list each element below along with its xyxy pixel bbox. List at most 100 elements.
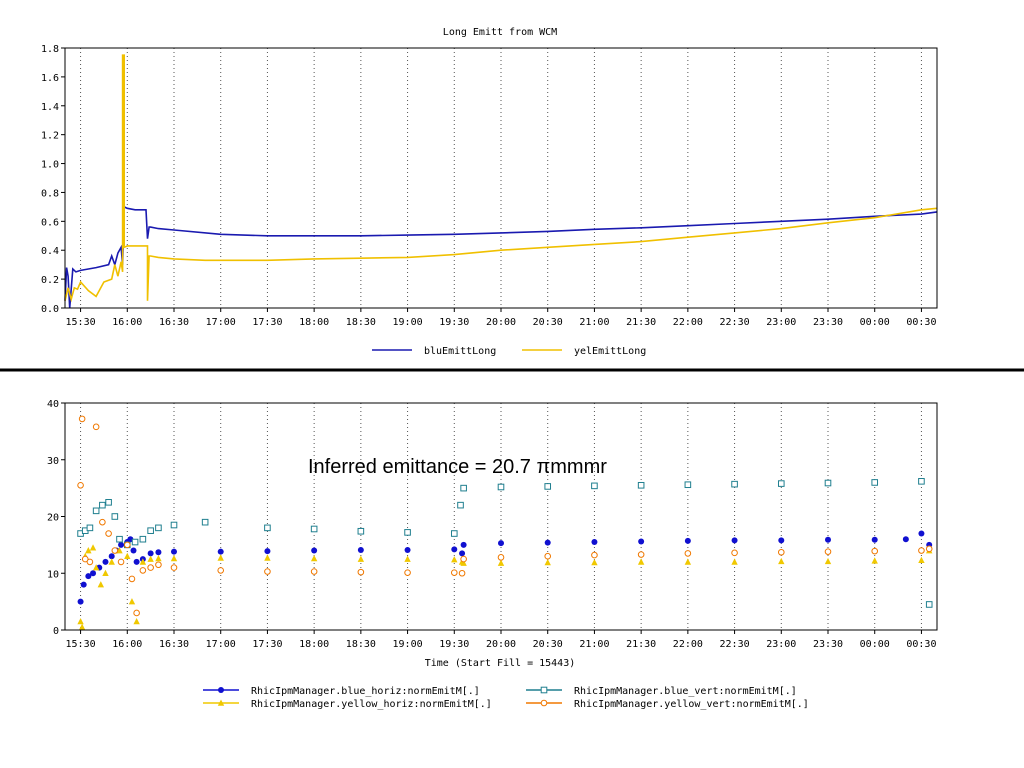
x-tick-label: 16:00 [112,639,142,650]
legend-marker-rhicipmmanager-yellow-horiz-normemitm [217,699,225,706]
legend-label-bluemittlong: bluEmittLong [424,346,496,357]
data-point-rhicipmmanager-yellow-vert-normemitm [105,530,112,537]
data-point-rhicipmmanager-yellow-vert-normemitm [918,547,925,554]
data-point-rhicipmmanager-yellow-horiz-normemitm [871,557,878,564]
y-tick-label: 0.0 [41,304,59,315]
x-tick-label: 19:00 [393,317,423,328]
data-point-rhicipmmanager-yellow-horiz-normemitm [85,547,92,554]
x-axis-label: Time (Start Fill = 15443) [425,658,576,669]
norm-emit-chart: 0 10 20 30 40 15:30 16:00 16:30 17:00 17:30 18:00… [47,399,938,710]
data-point-rhicipmmanager-yellow-vert-normemitm [99,518,106,526]
data-point-rhicipmmanager-yellow-horiz-normemitm [451,556,458,563]
data-point-rhicipmmanager-blue-vert-normemitm [139,535,147,543]
data-point-rhicipmmanager-yellow-vert-normemitm [86,558,94,566]
y-tick-label: 20 [47,513,59,524]
data-point-rhicipmmanager-yellow-vert-normemitm [357,568,365,576]
data-point-rhicipmmanager-blue-horiz-normemitm [311,547,318,554]
data-point-rhicipmmanager-blue-vert-normemitm [116,535,123,543]
data-point-rhicipmmanager-blue-vert-normemitm [111,513,119,520]
x-tick-label: 22:30 [720,317,750,328]
data-point-rhicipmmanager-yellow-horiz-normemitm [124,552,131,560]
data-point-rhicipmmanager-yellow-vert-normemitm [92,423,100,431]
x-axis: 15:30 16:00 16:30 17:00 17:30 18:00 18:30 19:00… [66,308,936,328]
data-point-rhicipmmanager-blue-vert-normemitm [637,481,645,489]
y-tick-label: 30 [47,456,59,467]
data-point-rhicipmmanager-blue-horiz-normemitm [591,539,598,546]
legend-label-rhicipmmanager-blue-horiz-normemitm: RhicIpmManager.blue_horiz:normEmitM[.] [251,686,480,697]
data-point-rhicipmmanager-yellow-vert-normemitm [458,569,466,577]
data-point-rhicipmmanager-blue-vert-normemitm [925,601,933,608]
data-point-rhicipmmanager-yellow-vert-normemitm [78,415,86,423]
series-line-yelemittlong [64,54,938,303]
data-point-rhicipmmanager-blue-horiz-normemitm [404,546,411,553]
data-point-rhicipmmanager-yellow-horiz-normemitm [78,623,86,630]
data-point-rhicipmmanager-yellow-vert-normemitm [310,568,318,575]
data-point-rhicipmmanager-blue-vert-normemitm [404,529,411,536]
data-point-rhicipmmanager-yellow-horiz-normemitm [170,554,178,562]
data-point-rhicipmmanager-yellow-horiz-normemitm [310,554,318,562]
data-point-rhicipmmanager-blue-vert-normemitm [155,524,162,532]
data-point-rhicipmmanager-blue-vert-normemitm [264,524,271,532]
data-point-rhicipmmanager-yellow-vert-normemitm [684,550,692,557]
x-tick-label: 22:30 [720,639,750,650]
data-point-rhicipmmanager-yellow-horiz-normemitm [89,544,97,551]
x-tick-label: 20:30 [533,317,563,328]
data-point-rhicipmmanager-yellow-horiz-normemitm [637,558,645,565]
x-tick-label: 17:00 [206,639,236,650]
y-tick-label: 0.8 [41,188,59,199]
data-point-rhicipmmanager-yellow-vert-normemitm [731,549,738,557]
data-point-rhicipmmanager-blue-horiz-normemitm [918,530,925,537]
x-tick-label: 17:30 [252,317,282,328]
y-tick-label: 0.6 [41,217,59,228]
data-point-rhicipmmanager-blue-vert-normemitm [105,499,112,506]
x-tick-label: 23:00 [766,317,796,328]
x-tick-label: 22:00 [673,317,703,328]
data-point-rhicipmmanager-blue-horiz-normemitm [902,536,909,543]
legend-label-rhicipmmanager-yellow-horiz-normemitm: RhicIpmManager.yellow_horiz:normEmitM[.] [251,699,492,710]
data-point-rhicipmmanager-yellow-vert-normemitm [450,569,458,576]
data-point-rhicipmmanager-blue-vert-normemitm [497,483,505,491]
data-point-rhicipmmanager-yellow-horiz-normemitm [404,555,411,562]
data-point-rhicipmmanager-yellow-vert-normemitm [128,575,136,583]
y-tick-label: 1.0 [41,160,59,171]
data-point-rhicipmmanager-blue-horiz-normemitm [498,540,504,547]
x-tick-label: 21:30 [626,639,656,650]
data-point-rhicipmmanager-blue-horiz-normemitm [85,573,92,580]
data-point-rhicipmmanager-blue-horiz-normemitm [638,538,645,545]
data-point-rhicipmmanager-blue-horiz-normemitm [460,541,467,548]
data-point-rhicipmmanager-yellow-horiz-normemitm [92,564,100,571]
y-tick-label: 1.2 [41,131,59,142]
x-tick-label: 18:30 [346,317,376,328]
x-tick-label: 15:30 [66,639,96,650]
y-tick-label: 1.6 [41,73,59,84]
data-point-rhicipmmanager-blue-vert-normemitm [86,524,94,532]
data-point-rhicipmmanager-blue-horiz-normemitm [871,536,878,543]
chart-title: Long Emitt from WCM [443,27,557,38]
data-point-rhicipmmanager-blue-vert-normemitm [201,518,209,526]
long-emitt-chart: Long Emitt from WCM 0.0 0.2 0.4 0.6 0.8 1.0 1.… [41,27,938,357]
data-point-rhicipmmanager-blue-horiz-normemitm [130,547,137,554]
x-tick-label: 00:00 [860,317,890,328]
data-point-rhicipmmanager-yellow-vert-normemitm [117,558,125,566]
series-layer [64,54,938,309]
x-tick-label: 20:30 [533,639,563,650]
data-point-rhicipmmanager-yellow-horiz-normemitm [497,559,505,566]
data-point-rhicipmmanager-blue-horiz-normemitm [684,537,691,544]
data-point-rhicipmmanager-blue-vert-normemitm [450,530,458,537]
data-point-rhicipmmanager-yellow-horiz-normemitm [97,581,105,588]
data-point-rhicipmmanager-blue-horiz-normemitm [118,541,125,548]
x-tick-label: 23:30 [813,317,843,328]
data-point-rhicipmmanager-yellow-vert-normemitm [925,545,933,553]
data-point-rhicipmmanager-yellow-horiz-normemitm [139,558,147,565]
data-point-rhicipmmanager-yellow-vert-normemitm [497,554,505,561]
legend-label-yelemittlong: yelEmittLong [574,346,646,357]
data-point-rhicipmmanager-yellow-horiz-normemitm [128,598,136,605]
data-point-rhicipmmanager-yellow-vert-normemitm [133,609,140,617]
data-point-rhicipmmanager-yellow-horiz-normemitm [217,554,224,561]
data-point-rhicipmmanager-blue-horiz-normemitm [108,553,115,560]
data-point-rhicipmmanager-yellow-vert-normemitm [824,548,832,555]
data-point-rhicipmmanager-blue-horiz-normemitm [155,549,162,556]
data-point-rhicipmmanager-blue-horiz-normemitm [90,570,97,577]
data-point-rhicipmmanager-blue-vert-normemitm [591,482,598,490]
data-point-rhicipmmanager-yellow-vert-normemitm [81,555,89,563]
